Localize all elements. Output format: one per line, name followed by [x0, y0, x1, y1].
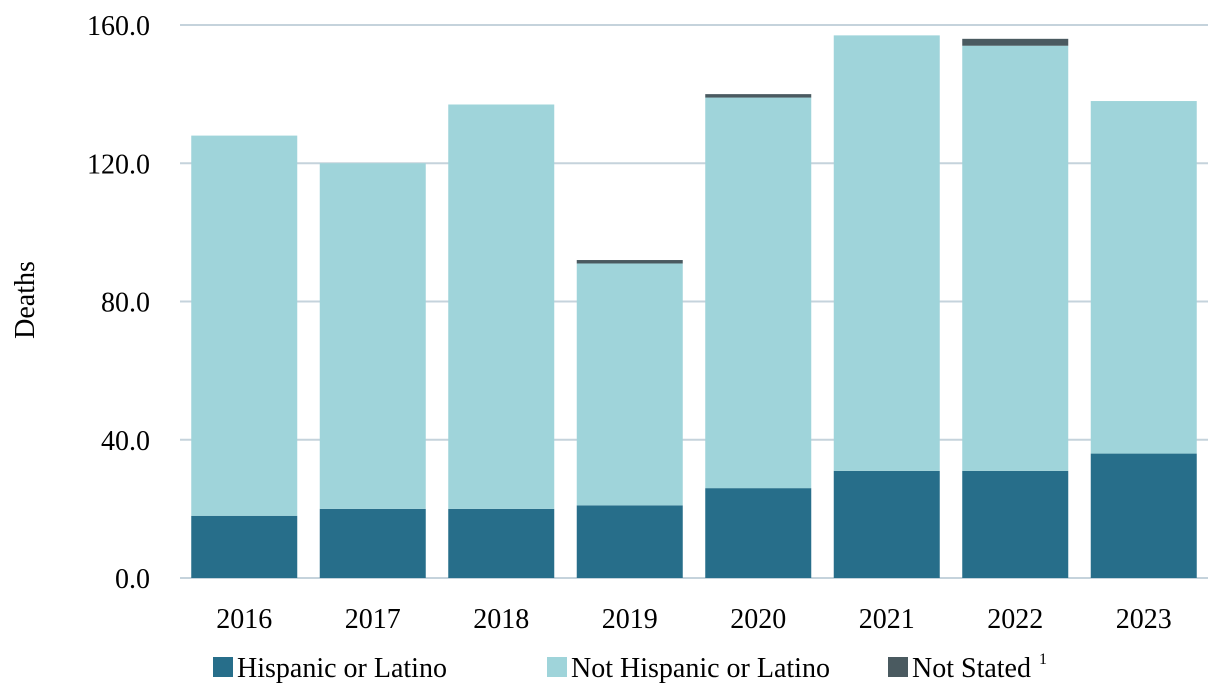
x-tick-label: 2019: [602, 604, 658, 635]
bar-2016-not-hispanic-or-latino: [191, 135, 298, 516]
bar-2017-hispanic-or-latino: [319, 508, 426, 578]
bar-2022-not-stated: [962, 38, 1069, 46]
bar-2017-not-hispanic-or-latino: [319, 163, 426, 509]
x-tick-label: 2021: [859, 604, 915, 635]
legend-swatch-2: [888, 657, 908, 677]
y-tick-label: 120.0: [87, 149, 150, 180]
bar-2016-hispanic-or-latino: [191, 515, 298, 578]
bar-2019-not-hispanic-or-latino: [576, 263, 683, 506]
x-tick-label: 2020: [730, 604, 786, 635]
legend-swatch-1: [547, 657, 567, 677]
bar-2023-not-hispanic-or-latino: [1090, 101, 1197, 454]
x-tick-label: 2017: [345, 604, 401, 635]
bars: [191, 35, 1197, 578]
x-tick-label: 2016: [216, 604, 272, 635]
bar-2018-not-hispanic-or-latino: [448, 104, 555, 509]
y-axis-title: Deaths: [10, 261, 41, 339]
legend-label-1: Not Hispanic or Latino: [571, 653, 830, 684]
x-axis-ticks: 2016 2017 2018 2019 2020 2021 2022 2023: [216, 604, 1172, 635]
legend-label-0: Hispanic or Latino: [237, 653, 447, 684]
bar-2020-not-stated: [705, 94, 812, 98]
y-tick-label: 0.0: [115, 564, 150, 595]
legend-label-2: Not Stated: [912, 653, 1031, 684]
y-tick-label: 40.0: [101, 426, 150, 457]
x-tick-label: 2022: [987, 604, 1043, 635]
x-tick-label: 2018: [473, 604, 529, 635]
bar-2021-hispanic-or-latino: [833, 470, 940, 578]
y-tick-label: 80.0: [101, 288, 150, 319]
legend-swatch-0: [213, 657, 233, 677]
legend: Hispanic or Latino Not Hispanic or Latino…: [213, 651, 1047, 684]
x-tick-label: 2023: [1116, 604, 1172, 635]
y-tick-label: 160.0: [87, 11, 150, 42]
bar-2021-not-hispanic-or-latino: [833, 35, 940, 471]
bar-2020-not-hispanic-or-latino: [705, 97, 812, 489]
bar-2019-not-stated: [576, 260, 683, 264]
bar-2022-not-hispanic-or-latino: [962, 45, 1069, 471]
bar-2020-hispanic-or-latino: [705, 488, 812, 578]
y-axis-ticks: 0.0 40.0 80.0 120.0 160.0: [87, 11, 150, 595]
bar-2022-hispanic-or-latino: [962, 470, 1069, 578]
legend-superscript: 1: [1039, 651, 1047, 668]
bar-2018-hispanic-or-latino: [448, 508, 555, 578]
bar-2019-hispanic-or-latino: [576, 505, 683, 578]
bar-2023-hispanic-or-latino: [1090, 453, 1197, 578]
